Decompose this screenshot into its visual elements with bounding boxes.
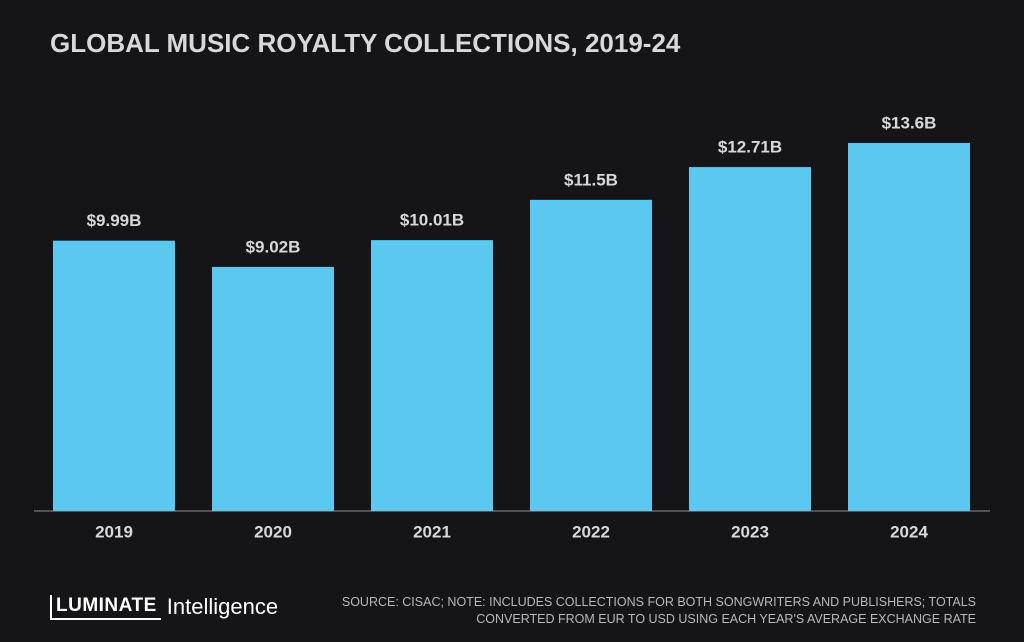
source-note: SOURCE: CISAC; NOTE: INCLUDES COLLECTION… [341, 595, 976, 626]
x-tick-label: 2022 [572, 522, 610, 541]
x-tick-label: 2024 [890, 522, 928, 541]
value-label: $12.71B [718, 138, 782, 157]
x-tick-label: 2023 [731, 522, 769, 541]
value-label: $9.02B [246, 237, 301, 256]
bar [530, 199, 652, 511]
chart-title: GLOBAL MUSIC ROYALTY COLLECTIONS, 2019-2… [50, 28, 681, 58]
x-tick-label: 2020 [254, 522, 292, 541]
bar [53, 240, 175, 511]
x-tick-label: 2021 [413, 522, 451, 541]
bar [689, 167, 811, 512]
bar [848, 143, 970, 511]
value-label: $13.6B [882, 113, 937, 132]
logo-brand: LUMINATE [50, 594, 161, 620]
value-label: $9.99B [87, 211, 142, 230]
logo: LUMINATE Intelligence [50, 594, 278, 620]
bar [371, 240, 493, 511]
x-tick-label: 2019 [95, 522, 133, 541]
value-label: $10.01B [400, 211, 464, 230]
bar [212, 266, 334, 511]
logo-product: Intelligence [166, 594, 279, 619]
chart: GLOBAL MUSIC ROYALTY COLLECTIONS, 2019-2… [34, 28, 990, 541]
value-label: $11.5B [564, 170, 618, 189]
